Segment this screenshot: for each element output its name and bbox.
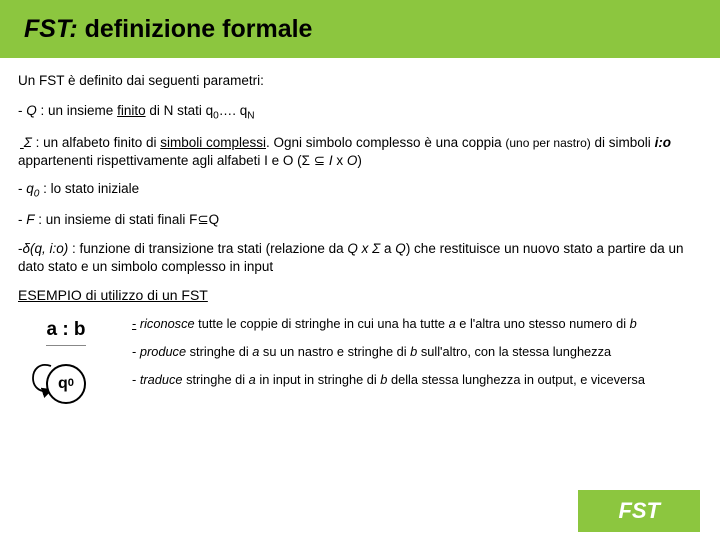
Sigma-tail2: di simboli (591, 135, 655, 150)
Sigma-O: O (347, 153, 358, 168)
example-produce: - produce stringhe di a su un nastro e s… (132, 343, 702, 361)
trad-a: a (249, 372, 256, 387)
prod-mid: su un nastro e stringhe di (259, 344, 410, 359)
Q-symbol: Q (26, 103, 37, 118)
param-F: - F : un insieme di stati finali F⊆Q (18, 211, 702, 229)
Sigma-under: simboli complessi (160, 135, 266, 150)
Sigma-x: x (333, 153, 347, 168)
Q-text: : un insieme (37, 103, 117, 118)
arc-label: a : b (46, 317, 85, 346)
Sigma-io: i:o (655, 135, 672, 150)
content-area: Un FST è definito dai seguenti parametri… (0, 58, 720, 408)
example-text-block: - riconosce tutte le coppie di stringhe … (132, 315, 702, 399)
Q-tail1: di N stati q (146, 103, 214, 118)
title-italic: FST: (24, 15, 78, 43)
Sigma-close: ) (357, 153, 362, 168)
state-node: q0 (46, 364, 86, 404)
example-traduce: - traduce stringhe di a in input in stri… (132, 371, 702, 389)
Q-mid: …. q (219, 103, 248, 118)
title-rest: definizione formale (78, 15, 313, 43)
param-q0: - q0 : lo stato iniziale (18, 180, 702, 201)
delta-i2: Q (395, 241, 406, 256)
state-q: q (58, 373, 68, 395)
prod-t1: stringhe di (186, 344, 252, 359)
Sigma-tail3: appartenenti rispettivamente agli alfabe… (18, 153, 329, 168)
example-riconosce: - riconosce tutte le coppie di stringhe … (132, 315, 702, 333)
fst-diagram: a : b q0 (18, 315, 114, 408)
delta-symbol: δ(q, i:o) (23, 241, 69, 256)
param-Sigma: Σ : un alfabeto finito di simboli comple… (18, 134, 702, 170)
delta-i1: Q x Σ (347, 241, 380, 256)
Sigma-symbol: Σ (24, 135, 32, 150)
ric-mid: e l'altra uno stesso numero di (456, 316, 630, 331)
page-title: FST: definizione formale (24, 15, 312, 44)
q0-text: : lo stato iniziale (39, 181, 139, 196)
q0-symbol: q (26, 181, 34, 196)
ric-b: b (630, 316, 637, 331)
trad-mid: in input in stringhe di (256, 372, 381, 387)
prod-verb: produce (140, 344, 186, 359)
trad-tail: della stessa lunghezza in output, e vice… (387, 372, 645, 387)
trad-verb: traduce (140, 372, 183, 387)
param-delta: -δ(q, i:o) : funzione di transizione tra… (18, 240, 702, 276)
Sigma-text: : un alfabeto finito di (32, 135, 160, 150)
F-symbol: F (26, 212, 34, 227)
ric-verb: riconosce (140, 316, 195, 331)
footer-badge: FST (578, 490, 700, 532)
example-heading: ESEMPIO di utilizzo di un FST (18, 286, 702, 305)
title-bar: FST: definizione formale (0, 0, 720, 58)
delta-text: : funzione di transizione tra stati (rel… (68, 241, 347, 256)
Sigma-tail: . Ogni simbolo complesso è una coppia (266, 135, 505, 150)
intro-text: Un FST è definito dai seguenti parametri… (18, 72, 702, 90)
Q-under: finito (117, 103, 146, 118)
trad-t1: stringhe di (183, 372, 249, 387)
param-Q: - Q : un insieme finito di N stati q0…. … (18, 102, 702, 123)
Q-sub2: N (247, 111, 254, 122)
ric-a: a (449, 316, 456, 331)
example-area: a : b q0 - riconosce tutte le coppie di (18, 315, 702, 408)
Sigma-paren: (uno per nastro) (505, 136, 590, 150)
delta-mid: a (380, 241, 395, 256)
state-wrap: q0 (35, 354, 97, 408)
state-sub: 0 (68, 376, 74, 391)
F-text: : un insieme di stati finali F⊆Q (35, 212, 220, 227)
prod-tail: sull'altro, con la stessa lunghezza (417, 344, 611, 359)
ric-t1: tutte le coppie di stringhe in cui una h… (195, 316, 449, 331)
